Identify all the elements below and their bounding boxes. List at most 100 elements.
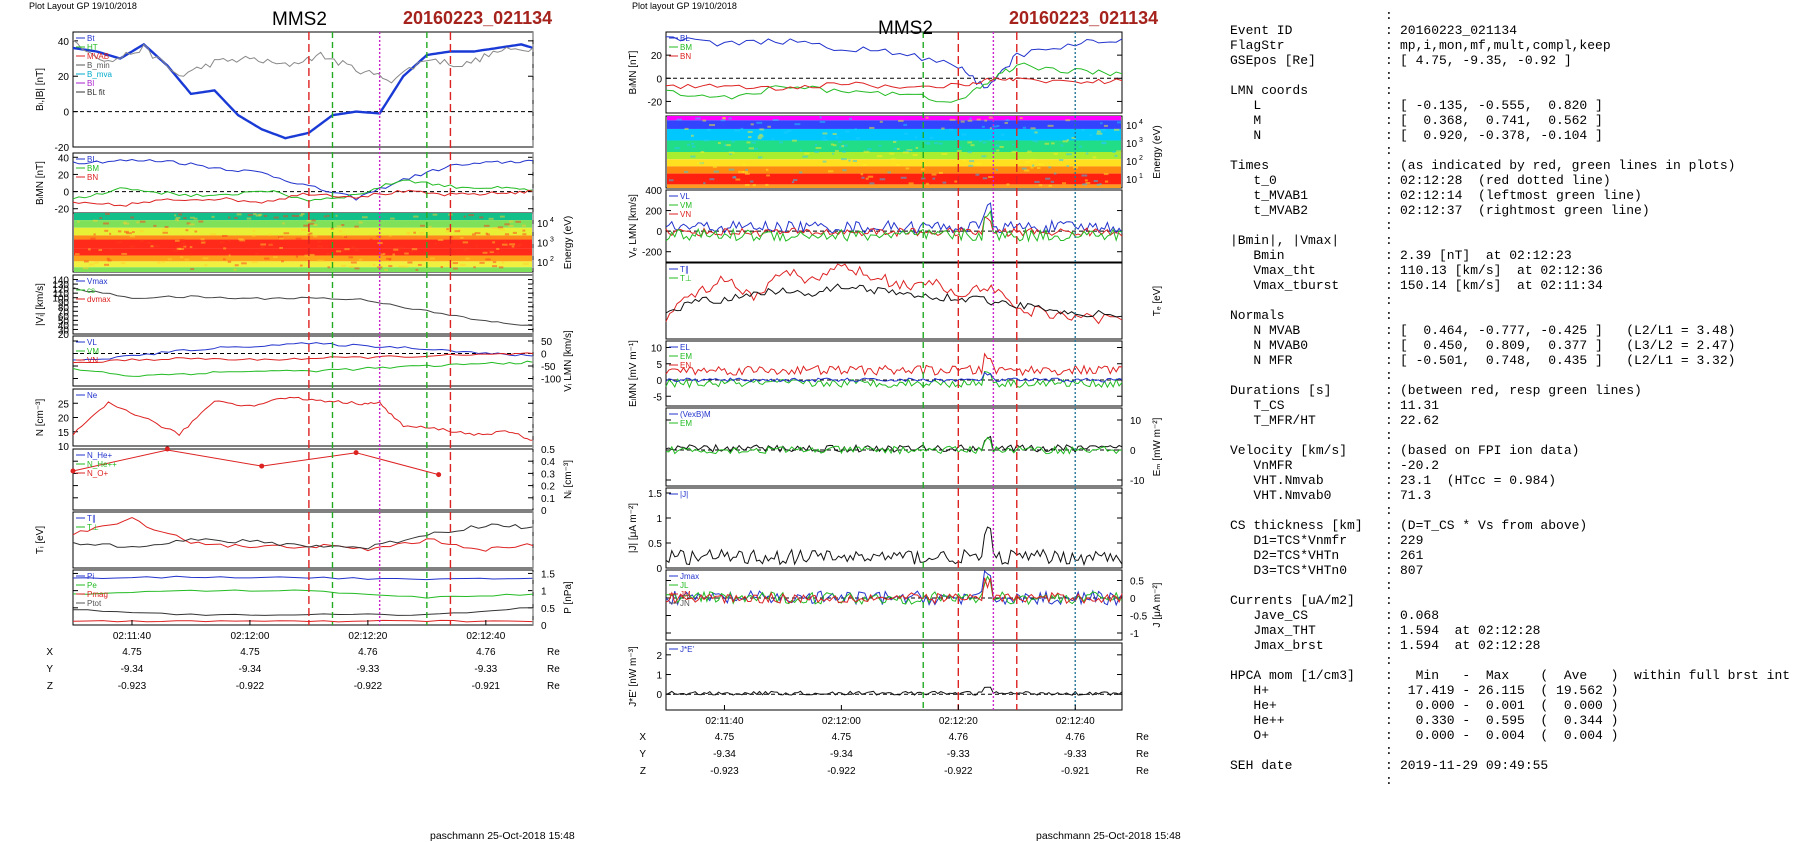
middle-ytick-label: -5 <box>653 392 662 403</box>
left-series-line <box>72 342 534 361</box>
middle-series-line <box>665 526 1123 567</box>
left-spectrogram-cell <box>509 243 516 246</box>
middle-spectrogram-cell <box>745 168 749 171</box>
middle-ephem-value: 4.75 <box>715 732 735 743</box>
left-spectrogram-cell <box>317 259 324 262</box>
left-ytick-label: 40 <box>58 153 70 164</box>
middle-spectrogram-cell <box>1034 140 1039 143</box>
left-spectrogram-cell <box>453 267 458 270</box>
left-legend-label: T∥ <box>87 514 96 523</box>
left-spectrogram-cell <box>309 232 313 235</box>
summary-row: Normals: <box>1230 308 1790 323</box>
middle-spectrogram-cell <box>903 123 908 126</box>
summary-colon: : <box>1385 638 1393 653</box>
left-spectrogram-cell <box>174 218 179 221</box>
left-ytick-label: 70 <box>58 307 70 318</box>
left-spectrogram-cell <box>291 214 294 217</box>
left-spectrogram-cell <box>380 253 384 256</box>
left-spectrogram-cell <box>344 235 348 238</box>
middle-spectrogram-cell <box>934 142 938 145</box>
summary-row: O+: 0.000 - 0.004 ( 0.004 ) <box>1230 728 1790 743</box>
middle-spectrogram-cell <box>1047 124 1054 127</box>
middle-spectrogram-cell <box>1114 128 1120 131</box>
summary-row: : <box>1230 8 1790 23</box>
left-ylabel: N [cm⁻³] <box>35 399 46 437</box>
summary-row: M: [ 0.368, 0.741, 0.562 ] <box>1230 113 1790 128</box>
left-spectrogram-cell <box>460 263 466 266</box>
middle-spectrogram-cell <box>863 150 870 153</box>
summary-value: 71.3 <box>1400 488 1432 503</box>
left-legend-label: N_O+ <box>87 469 108 478</box>
middle-ytick-label: -0.5 <box>1130 612 1148 623</box>
middle-rlabel: J [μA m⁻²] <box>1152 582 1163 627</box>
left-spectrogram-cell <box>228 254 231 257</box>
summary-row: Currents [uA/m2]: <box>1230 593 1790 608</box>
left-spectrogram-cell <box>161 260 165 263</box>
middle-ephem-value: -0.922 <box>944 766 973 777</box>
middle-spectrogram-cell <box>984 119 988 122</box>
left-xtick-label: 02:11:40 <box>113 631 152 642</box>
middle-ephem-value: 4.75 <box>832 732 852 743</box>
summary-key: FlagStr <box>1230 38 1285 53</box>
middle-spectrogram-cell <box>1032 164 1035 167</box>
summary-row: : <box>1230 143 1790 158</box>
middle-spectrogram-cell <box>832 152 835 155</box>
left-spectrogram-cell <box>326 252 330 255</box>
middle-xtick-label: 02:11:40 <box>705 716 744 727</box>
middle-spectrogram-cell <box>938 171 943 174</box>
left-spectrogram-cell <box>164 225 169 228</box>
left-spectrogram-cell <box>377 242 383 245</box>
summary-row: D3=TCS*VHTn0:807 <box>1230 563 1790 578</box>
middle-spectrogram-cell <box>732 176 737 179</box>
middle-ephem-unit: Re <box>1136 732 1149 743</box>
summary-value: 17.419 - 26.115 ( 19.562 ) <box>1400 683 1619 698</box>
left-spectrogram-cell <box>139 230 144 233</box>
left-series-line <box>72 189 534 207</box>
left-spectrogram-cell <box>316 240 322 243</box>
middle-ephem-value: -9.34 <box>713 749 736 760</box>
middle-spectrogram-cell <box>676 118 682 121</box>
middle-spectrogram-cell <box>1005 119 1010 122</box>
middle-legend-label: |J| <box>680 490 688 499</box>
summary-row: : <box>1230 68 1790 83</box>
left-legend-label: BL <box>87 155 97 164</box>
middle-spectrogram-cell <box>750 123 754 126</box>
summary-colon: : <box>1385 698 1393 713</box>
summary-value: 807 <box>1400 563 1424 578</box>
left-spectrogram-cell <box>498 266 504 269</box>
summary-key: Velocity [km/s] <box>1230 443 1348 458</box>
left-spectrogram-cell <box>282 222 285 225</box>
left-spectrogram-cell <box>178 213 183 216</box>
left-spectrogram-cell <box>336 250 342 253</box>
middle-spectrogram-cell <box>848 159 851 162</box>
left-legend-label: BN <box>87 173 98 182</box>
left-ytick-label: 30 <box>58 325 70 336</box>
summary-row: VnMFR: -20.2 <box>1230 458 1790 473</box>
summary-colon: : <box>1385 173 1393 188</box>
middle-spectrogram-cell <box>970 144 975 147</box>
summary-value: 110.13 [km/s] at 02:12:36 <box>1400 263 1603 278</box>
middle-series-line <box>665 370 1123 389</box>
left-xtick-label: 02:12:40 <box>466 631 505 642</box>
left-spectrogram-cell <box>496 247 500 250</box>
left-spectrogram-cell <box>307 233 311 236</box>
summary-row: HPCA mom [1/cm3]: Min - Max ( Ave ) with… <box>1230 668 1790 683</box>
left-spectrogram-cell <box>157 261 161 264</box>
middle-spectrogram-cell <box>896 147 900 150</box>
summary-key <box>1230 503 1385 518</box>
left-ytick-label: 0 <box>63 108 69 119</box>
left-ytick-label: 0 <box>541 621 547 632</box>
middle-ytick-label: 0.5 <box>1130 577 1144 588</box>
middle-spectrogram-cell <box>691 142 695 145</box>
summary-colon: : <box>1385 233 1393 248</box>
summary-colon: : <box>1385 128 1393 143</box>
middle-spectrogram-cell <box>742 163 746 166</box>
summary-key: T_MFR/HT <box>1230 413 1316 428</box>
middle-ytick-label: -10 <box>1130 476 1145 487</box>
left-spectrogram-cell <box>404 265 409 268</box>
middle-series-line <box>665 210 1123 243</box>
left-spectrogram-cell <box>434 242 437 245</box>
left-ylabel: Tᵢ [eV] <box>35 526 46 554</box>
left-spectrogram-cell <box>350 261 357 264</box>
middle-spectrogram-cell <box>1103 124 1108 127</box>
